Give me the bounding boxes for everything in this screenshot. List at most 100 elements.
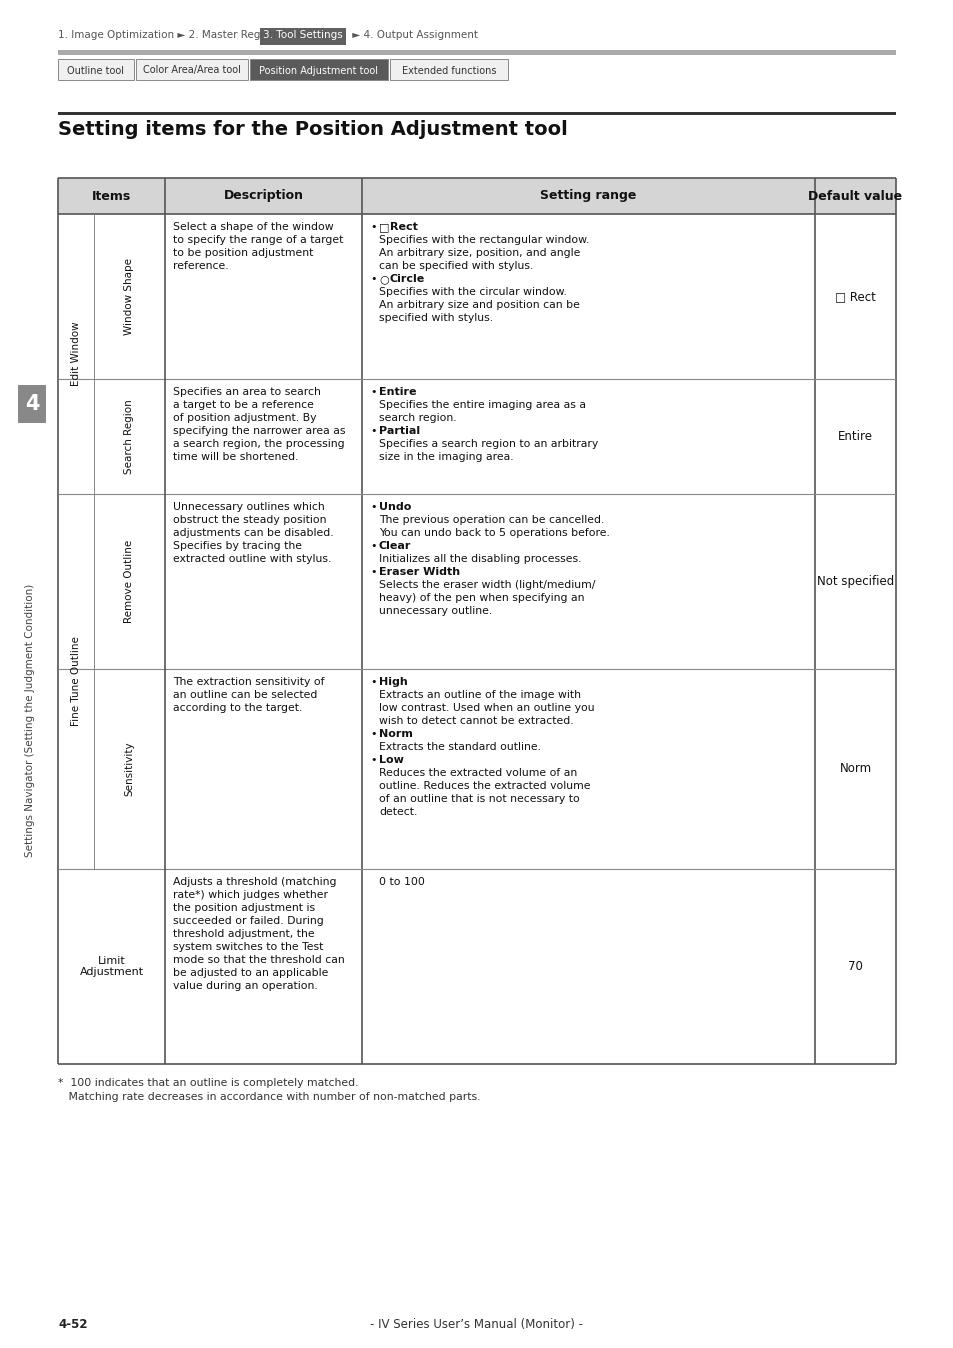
Text: Fine Tune Outline: Fine Tune Outline (71, 636, 81, 727)
Text: of an outline that is not necessary to: of an outline that is not necessary to (378, 794, 579, 803)
Text: Specifies with the circular window.: Specifies with the circular window. (378, 287, 566, 297)
Text: •: • (370, 541, 376, 551)
Bar (58, 112, 895, 115)
Text: Edit Window: Edit Window (71, 322, 81, 387)
Text: Reduces the extracted volume of an: Reduces the extracted volume of an (378, 768, 577, 778)
Text: Extended functions: Extended functions (401, 66, 496, 75)
Text: •: • (370, 222, 376, 232)
Text: extracted outline with stylus.: extracted outline with stylus. (172, 554, 331, 563)
Text: •: • (370, 729, 376, 739)
Text: Position Adjustment tool: Position Adjustment tool (259, 66, 378, 75)
Text: □: □ (378, 222, 389, 232)
Text: to specify the range of a target: to specify the range of a target (172, 235, 343, 245)
Text: Adjusts a threshold (matching: Adjusts a threshold (matching (172, 878, 336, 887)
Text: 70: 70 (847, 960, 862, 973)
Text: value during an operation.: value during an operation. (172, 981, 317, 991)
Text: heavy) of the pen when specifying an: heavy) of the pen when specifying an (378, 593, 584, 603)
Bar (58, 178, 895, 214)
Text: the position adjustment is: the position adjustment is (172, 903, 314, 913)
Text: Extracts the standard outline.: Extracts the standard outline. (378, 741, 540, 752)
Text: to be position adjustment: to be position adjustment (172, 248, 313, 257)
Text: •: • (370, 755, 376, 766)
Text: □ Rect: □ Rect (834, 290, 875, 303)
Text: 0 to 100: 0 to 100 (378, 878, 424, 887)
Text: Partial: Partial (378, 426, 419, 435)
Text: Outline tool: Outline tool (68, 66, 125, 75)
Text: •: • (370, 426, 376, 435)
Text: Limit
Adjustment: Limit Adjustment (79, 956, 143, 977)
Text: ► 4. Output Assignment: ► 4. Output Assignment (349, 30, 477, 40)
Text: rate*) which judges whether: rate*) which judges whether (172, 890, 328, 900)
Text: ○: ○ (378, 274, 388, 284)
Text: You can undo back to 5 operations before.: You can undo back to 5 operations before… (378, 528, 609, 538)
Bar (58, 50, 895, 55)
Text: low contrast. Used when an outline you: low contrast. Used when an outline you (378, 704, 594, 713)
Text: specifying the narrower area as: specifying the narrower area as (172, 426, 345, 435)
Text: Norm: Norm (839, 763, 871, 775)
Bar (58, 59, 133, 80)
Text: according to the target.: according to the target. (172, 704, 302, 713)
Text: 3. Tool Settings: 3. Tool Settings (262, 30, 342, 40)
Text: Not specified: Not specified (816, 576, 893, 588)
Text: Entire: Entire (378, 387, 416, 398)
Text: Eraser Width: Eraser Width (378, 568, 459, 577)
Bar (136, 59, 248, 80)
Text: unnecessary outline.: unnecessary outline. (378, 607, 492, 616)
Text: Specifies a search region to an arbitrary: Specifies a search region to an arbitrar… (378, 439, 598, 449)
Text: *  100 indicates that an outline is completely matched.: * 100 indicates that an outline is compl… (58, 1078, 358, 1088)
Text: The previous operation can be cancelled.: The previous operation can be cancelled. (378, 515, 604, 524)
Text: Initializes all the disabling processes.: Initializes all the disabling processes. (378, 554, 581, 563)
Text: of position adjustment. By: of position adjustment. By (172, 412, 316, 423)
Bar (18, 386, 46, 423)
Text: detect.: detect. (378, 807, 416, 817)
Text: 4: 4 (25, 394, 39, 414)
Bar (259, 28, 345, 44)
Text: Low: Low (378, 755, 403, 766)
Text: Select a shape of the window: Select a shape of the window (172, 222, 334, 232)
Text: time will be shortened.: time will be shortened. (172, 452, 298, 462)
Text: Color Area/Area tool: Color Area/Area tool (143, 66, 241, 75)
Text: a search region, the processing: a search region, the processing (172, 439, 344, 449)
Text: Search Region: Search Region (125, 399, 134, 474)
Text: Clear: Clear (378, 541, 411, 551)
Text: Default value: Default value (807, 190, 902, 202)
Text: search region.: search region. (378, 412, 456, 423)
Text: Rect: Rect (390, 222, 417, 232)
Text: •: • (370, 387, 376, 398)
Text: Items: Items (91, 190, 131, 202)
Bar (390, 59, 507, 80)
Text: reference.: reference. (172, 262, 229, 271)
Text: outline. Reduces the extracted volume: outline. Reduces the extracted volume (378, 780, 590, 791)
Text: An arbitrary size, position, and angle: An arbitrary size, position, and angle (378, 248, 579, 257)
Text: an outline can be selected: an outline can be selected (172, 690, 317, 700)
Text: An arbitrary size and position can be: An arbitrary size and position can be (378, 301, 579, 310)
Text: Remove Outline: Remove Outline (125, 541, 134, 623)
Text: Unnecessary outlines which: Unnecessary outlines which (172, 501, 324, 512)
Text: Description: Description (223, 190, 303, 202)
Text: - IV Series User’s Manual (Monitor) -: - IV Series User’s Manual (Monitor) - (370, 1318, 583, 1330)
Text: system switches to the Test: system switches to the Test (172, 942, 323, 952)
Text: Circle: Circle (390, 274, 425, 284)
Text: •: • (370, 677, 376, 687)
Text: Specifies with the rectangular window.: Specifies with the rectangular window. (378, 235, 589, 245)
Text: High: High (378, 677, 407, 687)
Text: Settings Navigator (Setting the Judgment Condition): Settings Navigator (Setting the Judgment… (25, 584, 35, 856)
Text: wish to detect cannot be extracted.: wish to detect cannot be extracted. (378, 716, 573, 727)
Text: Setting items for the Position Adjustment tool: Setting items for the Position Adjustmen… (58, 120, 567, 139)
Text: specified with stylus.: specified with stylus. (378, 313, 493, 324)
Text: obstruct the steady position: obstruct the steady position (172, 515, 326, 524)
Text: mode so that the threshold can: mode so that the threshold can (172, 954, 344, 965)
Text: Selects the eraser width (light/medium/: Selects the eraser width (light/medium/ (378, 580, 595, 590)
Text: Specifies the entire imaging area as a: Specifies the entire imaging area as a (378, 400, 585, 410)
Text: adjustments can be disabled.: adjustments can be disabled. (172, 528, 334, 538)
Text: 1. Image Optimization ► 2. Master Registration ►: 1. Image Optimization ► 2. Master Regist… (58, 30, 318, 40)
Text: Specifies an area to search: Specifies an area to search (172, 387, 320, 398)
Text: •: • (370, 274, 376, 284)
Text: Window Shape: Window Shape (125, 257, 134, 336)
Text: Setting range: Setting range (539, 190, 636, 202)
Text: be adjusted to an applicable: be adjusted to an applicable (172, 968, 328, 979)
Text: size in the imaging area.: size in the imaging area. (378, 452, 513, 462)
Text: Undo: Undo (378, 501, 411, 512)
Text: Extracts an outline of the image with: Extracts an outline of the image with (378, 690, 580, 700)
Bar (250, 59, 388, 80)
